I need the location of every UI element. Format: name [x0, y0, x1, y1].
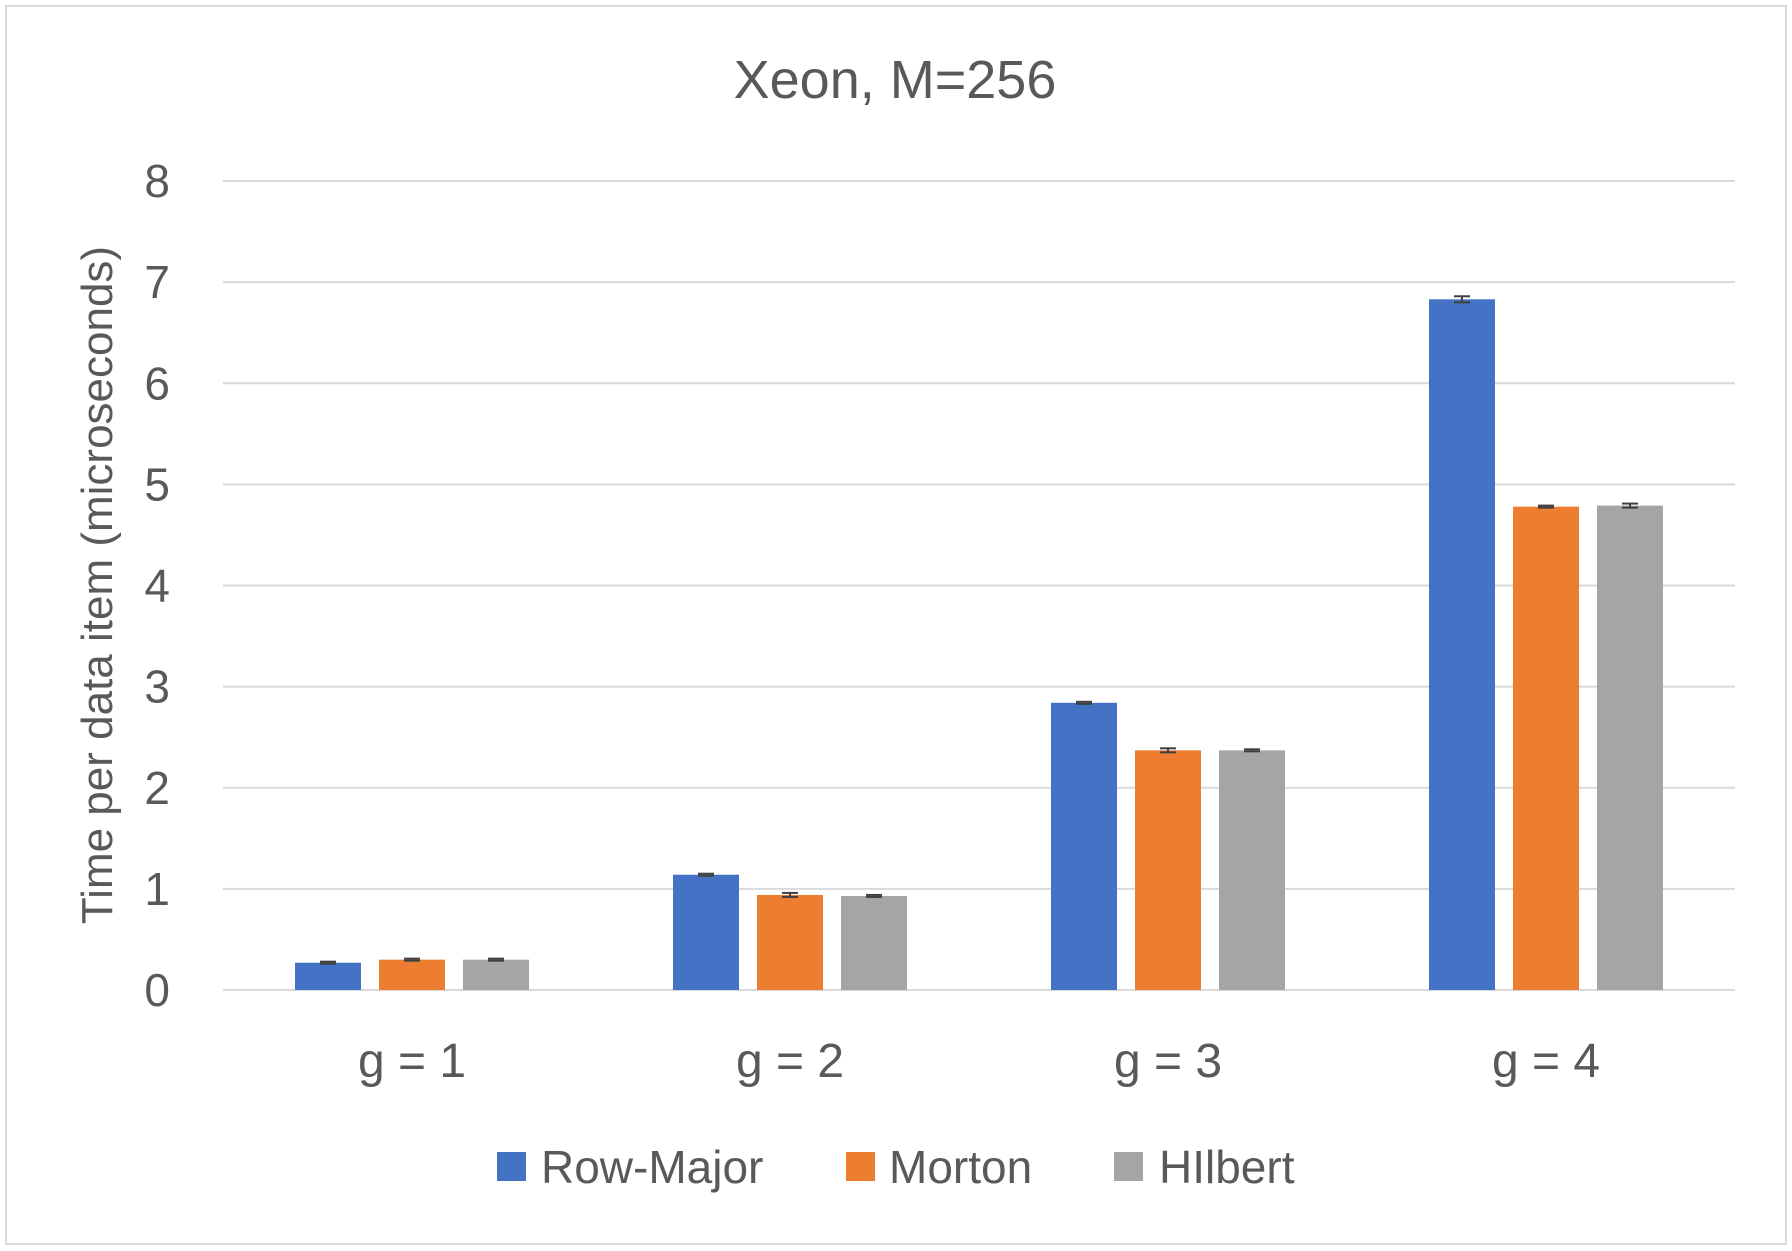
chart-title: Xeon, M=256 — [734, 50, 1057, 110]
legend-item-hilbert: HIlbert — [1114, 1141, 1295, 1193]
y-tick-label: 2 — [144, 762, 170, 814]
error-bar — [866, 893, 882, 898]
x-category-label: g = 3 — [1114, 1035, 1222, 1088]
legend-swatch — [497, 1152, 526, 1181]
legend-label: Row-Major — [541, 1141, 763, 1193]
y-tick-label: 7 — [144, 256, 170, 308]
error-bar — [404, 957, 420, 962]
error-bar — [1160, 747, 1176, 754]
bar-hilbert-2 — [841, 895, 907, 990]
y-tick-label: 4 — [144, 560, 170, 612]
legend-item-morton: Morton — [846, 1141, 1032, 1193]
bar-morton-4 — [1513, 506, 1579, 990]
bar-row-major-1 — [295, 962, 361, 990]
error-bar — [698, 872, 714, 877]
x-category-label: g = 2 — [736, 1035, 844, 1088]
error-bar — [1622, 502, 1638, 509]
legend-swatch — [846, 1152, 875, 1181]
y-tick-label: 5 — [144, 458, 170, 510]
bar-row-major-3 — [1051, 702, 1117, 990]
x-category-labels: g = 1 g = 2 g = 3 g = 4 — [358, 1035, 1600, 1088]
error-bar — [1538, 504, 1554, 509]
legend-swatch — [1114, 1152, 1143, 1181]
legend: Row-Major Morton HIlbert — [497, 1141, 1295, 1193]
legend-item-row-major: Row-Major — [497, 1141, 763, 1193]
x-category-label: g = 4 — [1492, 1035, 1600, 1088]
legend-label: HIlbert — [1159, 1141, 1295, 1193]
bars — [295, 299, 1663, 990]
bar-row-major-2 — [673, 874, 739, 990]
error-bar — [1454, 295, 1470, 304]
y-axis-label: Time per data item (microseconds) — [73, 246, 122, 924]
y-tick-label: 1 — [144, 863, 170, 915]
bar-hilbert-4 — [1597, 505, 1663, 990]
y-tick-label: 6 — [144, 357, 170, 409]
error-bars — [320, 295, 1638, 965]
bar-morton-1 — [379, 959, 445, 990]
bar-hilbert-1 — [463, 959, 529, 990]
y-tick-labels: 0 1 2 3 4 5 6 7 8 — [144, 155, 170, 1016]
bar-hilbert-3 — [1219, 750, 1285, 990]
x-category-label: g = 1 — [358, 1035, 466, 1088]
bar-morton-2 — [757, 894, 823, 990]
bar-morton-3 — [1135, 750, 1201, 990]
error-bar — [782, 891, 798, 898]
bar-row-major-4 — [1429, 299, 1495, 990]
y-tick-label: 8 — [144, 155, 170, 207]
error-bar — [1076, 700, 1092, 705]
legend-label: Morton — [889, 1141, 1032, 1193]
y-tick-label: 3 — [144, 661, 170, 713]
y-tick-label: 0 — [144, 964, 170, 1016]
error-bar — [320, 960, 336, 965]
error-bar — [1244, 748, 1260, 753]
error-bar — [488, 957, 504, 962]
